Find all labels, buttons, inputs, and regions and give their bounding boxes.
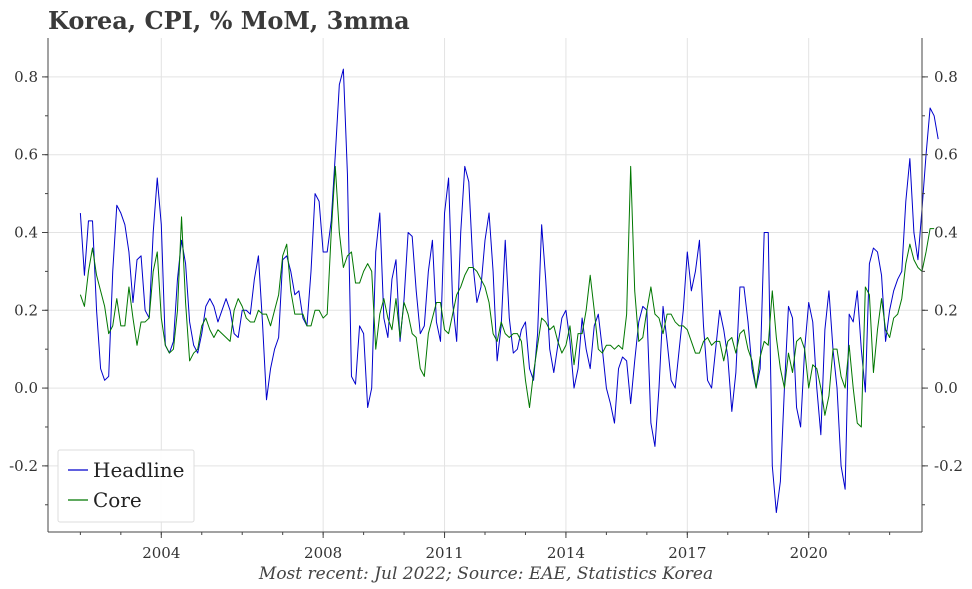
legend: Headline Core <box>57 449 195 523</box>
chart-title: Korea, CPI, % MoM, 3mma <box>48 6 410 35</box>
series-line-core <box>79 165 935 428</box>
y-tick-label-left: 0.4 <box>14 223 38 241</box>
y-tick-label-left: 0.2 <box>14 301 38 319</box>
x-tick-label: 2011 <box>425 544 463 562</box>
y-tick-label-right: 0.4 <box>934 223 958 241</box>
y-tick-label-left: 0.0 <box>14 379 38 397</box>
x-tick-label: 2017 <box>668 544 706 562</box>
x-tick-label: 2004 <box>142 544 180 562</box>
tick-labels: -0.2 -0.2 0.0 0.0 0.2 0.2 0.4 0.4 0.6 0.6 0.8 0.8 20… <box>9 68 963 562</box>
axes-frame <box>42 38 928 538</box>
grid-lines <box>48 38 922 532</box>
series-line-headline <box>79 68 939 514</box>
y-tick-label-right: -0.2 <box>934 457 963 475</box>
y-tick-label-left: 0.6 <box>14 146 38 164</box>
y-tick-label-right: 0.2 <box>934 301 958 319</box>
y-tick-label-left: -0.2 <box>9 457 38 475</box>
y-tick-label-right: 0.8 <box>934 68 958 86</box>
y-tick-label-left: 0.8 <box>14 68 38 86</box>
legend-label-core: Core <box>93 488 142 512</box>
y-tick-label-right: 0.0 <box>934 379 958 397</box>
x-tick-label: 2008 <box>304 544 342 562</box>
y-tick-label-right: 0.6 <box>934 146 958 164</box>
series-group <box>79 68 939 514</box>
x-tick-label: 2014 <box>547 544 585 562</box>
legend-label-headline: Headline <box>93 458 185 482</box>
legend-box <box>57 449 195 523</box>
x-tick-label: 2020 <box>790 544 828 562</box>
chart-footer: Most recent: Jul 2022; Source: EAE, Stat… <box>258 564 714 584</box>
